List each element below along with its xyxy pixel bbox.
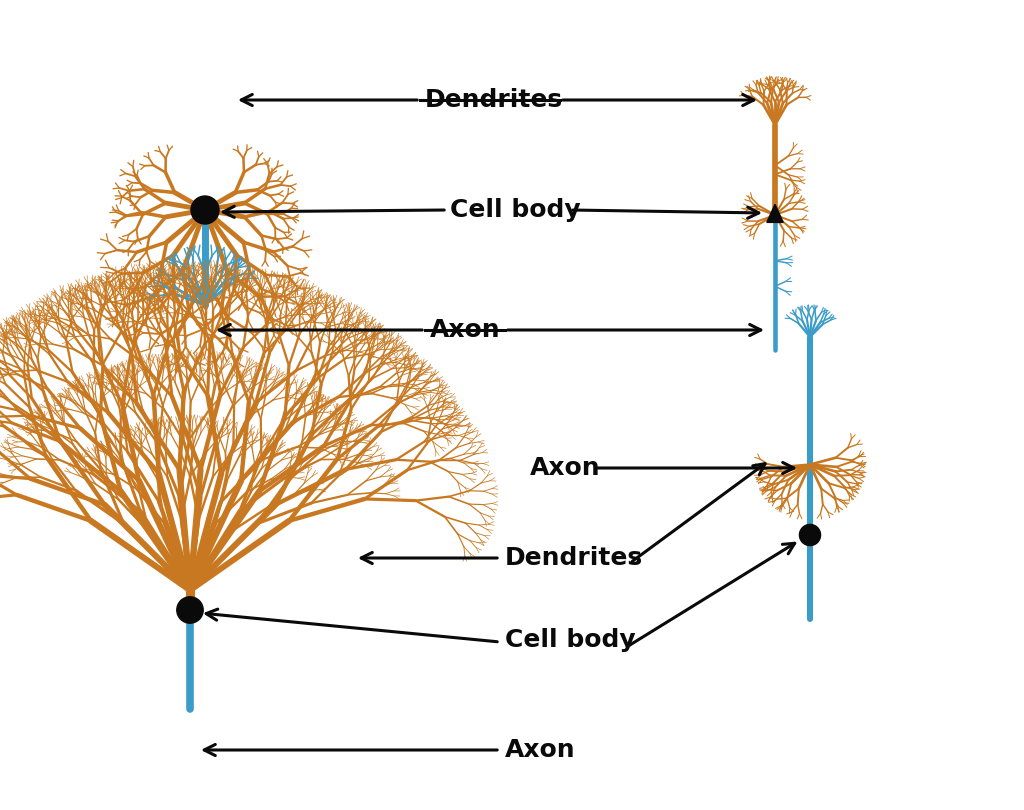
Text: Cell body: Cell body (505, 628, 636, 652)
Polygon shape (767, 204, 783, 223)
Text: Axon: Axon (530, 456, 601, 480)
Circle shape (177, 597, 203, 623)
Text: Dendrites: Dendrites (425, 88, 563, 112)
Circle shape (800, 524, 820, 546)
Text: Cell body: Cell body (450, 198, 581, 222)
Circle shape (191, 196, 219, 224)
Text: Dendrites: Dendrites (505, 546, 643, 570)
Text: Axon: Axon (430, 318, 501, 342)
Text: Axon: Axon (505, 738, 575, 762)
